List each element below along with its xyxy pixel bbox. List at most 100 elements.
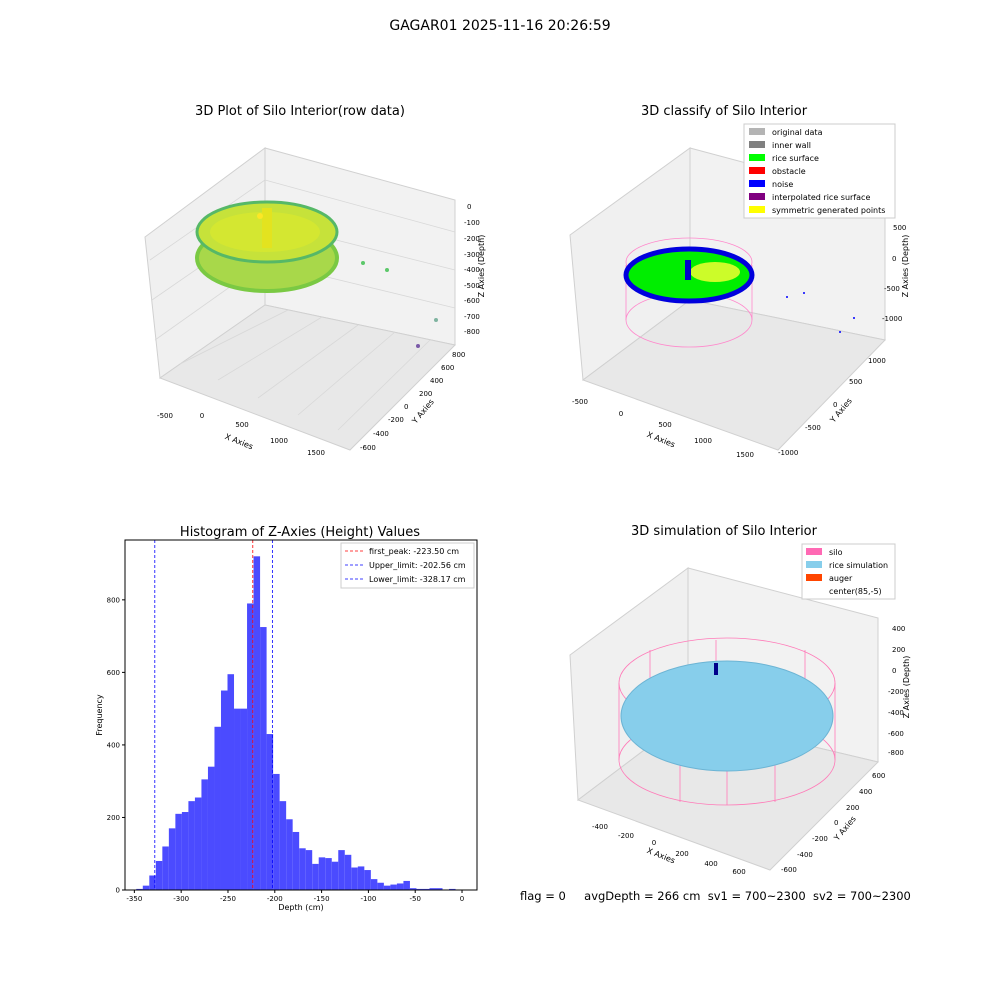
- raw-z-tick: -800: [464, 328, 480, 336]
- histogram-vlines: [154, 540, 273, 890]
- histogram-bar: [344, 854, 352, 890]
- simulation-y-tick: -200: [812, 835, 828, 843]
- classify-x-label: X Axies: [646, 430, 677, 449]
- histogram-bar: [305, 850, 313, 890]
- simulation-z-tick: 400: [892, 625, 905, 633]
- raw-x-tick: 1000: [270, 437, 288, 445]
- histogram-x-tick-label: -300: [173, 895, 189, 903]
- classify-x-tick: 1500: [736, 451, 754, 459]
- histogram-bar: [357, 866, 365, 890]
- histogram-legend-label: Upper_limit: -202.56 cm: [369, 561, 466, 570]
- raw-y-tick: -600: [360, 444, 376, 452]
- histogram-bar: [279, 801, 287, 890]
- histogram-bar: [383, 885, 391, 890]
- histogram-y-tick-label: 400: [107, 741, 120, 749]
- classify-legend-swatch: [749, 180, 765, 187]
- histogram-x-ticks: -350 -300 -250 -200 -150 -100 -50 0: [126, 890, 464, 903]
- histogram-bar: [436, 888, 443, 890]
- histogram-legend-label: first_peak: -223.50 cm: [369, 547, 459, 556]
- simulation-z-ticks: 400 200 0 -200 -400 -600 -800: [888, 625, 905, 757]
- histogram-bar: [175, 813, 182, 890]
- simulation-y-ticks: 600 400 200 0 -200 -400 -600: [781, 772, 885, 874]
- simulation-auger: [714, 663, 718, 675]
- raw-z-tick: -200: [464, 235, 480, 243]
- classify-legend-label: inner wall: [772, 141, 811, 150]
- histogram-bar: [273, 773, 280, 890]
- classify-x-tick: 1000: [694, 437, 712, 445]
- classify-y-tick: -500: [805, 424, 821, 432]
- sv2-text: sv2 = 700~2300: [812, 889, 911, 903]
- raw-y-ticks: 800 600 400 200 0 -200 -400 -600: [360, 351, 465, 452]
- raw-x-tick: 1500: [307, 449, 325, 457]
- simulation-z-tick: -600: [888, 730, 904, 738]
- raw-obstacle-points: [262, 208, 272, 248]
- simulation-z-tick: -800: [888, 749, 904, 757]
- classify-legend-swatch: [749, 193, 765, 200]
- histogram-chart: Histogram of Z-Axies (Height) Values -35…: [95, 525, 478, 912]
- histogram-bar: [234, 708, 241, 890]
- classify-legend-label: original data: [772, 128, 823, 137]
- simulation-z-tick: 0: [892, 667, 896, 675]
- simulation-legend-label: auger: [829, 574, 853, 583]
- histogram-bars: [136, 556, 456, 890]
- classify-legend-swatch: [749, 141, 765, 148]
- figure-title: GAGAR01 2025-11-16 20:26:59: [389, 18, 611, 34]
- histogram-bar: [168, 828, 176, 890]
- raw-y-tick: 800: [452, 351, 465, 359]
- raw-z-tick: -300: [464, 251, 480, 259]
- histogram-y-tick-label: 600: [107, 669, 120, 677]
- histogram-bar: [299, 848, 306, 890]
- classify-y-tick: -1000: [778, 449, 798, 457]
- raw-y-label: Y Axies: [410, 397, 436, 426]
- histogram-bar: [292, 831, 300, 890]
- raw-z-tick: -700: [464, 313, 480, 321]
- histogram-bar: [416, 888, 423, 890]
- raw-y-tick: 0: [404, 403, 408, 411]
- raw-z-ticks: 0 -100 -200 -300 -400 -500 -600 -700 -80…: [464, 203, 480, 336]
- classify-legend-label: rice surface: [772, 154, 819, 163]
- histogram-x-tick-label: -250: [220, 895, 236, 903]
- histogram-bar: [390, 884, 397, 890]
- simulation-y-tick: 0: [834, 819, 838, 827]
- raw-y-tick: 600: [441, 364, 454, 372]
- raw-z-tick: -400: [464, 266, 480, 274]
- raw-plot-title: 3D Plot of Silo Interior(row data): [195, 104, 405, 119]
- histogram-bar: [142, 885, 150, 890]
- simulation-y-tick: -400: [797, 851, 813, 859]
- classify-x-tick: -500: [572, 398, 588, 406]
- histogram-bar: [338, 850, 345, 890]
- histogram-bar: [162, 846, 169, 890]
- simulation-legend-label: center(85,-5): [829, 587, 882, 596]
- histogram-bar: [325, 858, 332, 890]
- raw-x-ticks: -500 0 500 1000 1500: [157, 412, 325, 457]
- raw-y-tick: 400: [430, 377, 443, 385]
- histogram-bar: [227, 674, 235, 890]
- classify-z-tick: 500: [893, 224, 906, 232]
- simulation-x-tick: 400: [704, 860, 717, 868]
- raw-outlier-point: [257, 213, 263, 219]
- raw-x-label: X Axies: [224, 432, 255, 451]
- histogram-x-tick-label: -100: [360, 895, 376, 903]
- classify-legend-swatch: [749, 206, 765, 213]
- simulation-x-tick: -400: [592, 823, 608, 831]
- histogram-y-tick-label: 800: [107, 596, 120, 604]
- histogram-bar: [364, 870, 371, 890]
- classify-plot-title: 3D classify of Silo Interior: [640, 104, 808, 119]
- histogram-axes-frame: [124, 539, 478, 891]
- simulation-x-tick: -200: [618, 832, 634, 840]
- simulation-y-tick: 400: [859, 788, 872, 796]
- classify-legend-label: symmetric generated points: [772, 206, 885, 215]
- classify-y-ticks: 1000 500 0 -500 -1000: [778, 357, 886, 457]
- classify-y-label: Y Axies: [828, 396, 854, 425]
- histogram-bar: [312, 863, 319, 890]
- histogram-bar: [207, 766, 215, 890]
- histogram-x-tick-label: -200: [267, 895, 283, 903]
- simulation-z-label: Z Axies (Depth): [902, 656, 911, 719]
- simulation-legend-label: rice simulation: [829, 561, 888, 570]
- histogram-bar: [214, 726, 221, 890]
- classify-y-tick: 500: [849, 378, 862, 386]
- histogram-bar: [149, 875, 156, 890]
- histogram-bar: [286, 819, 293, 890]
- histogram-bar: [220, 690, 228, 890]
- raw-floor-pane: [158, 304, 457, 451]
